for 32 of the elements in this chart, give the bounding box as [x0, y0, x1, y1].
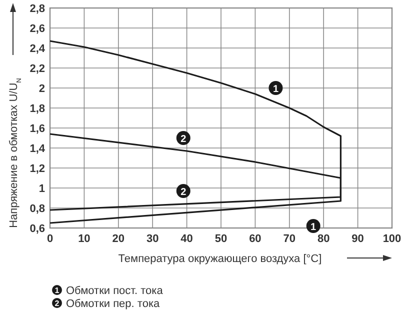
annotation: 2 [180, 134, 187, 145]
legend-label: Обмотки пер. тока [66, 298, 160, 310]
x-tick-label: 30 [146, 233, 159, 245]
text: 2 [54, 299, 60, 308]
x-tick-label: 20 [112, 233, 125, 245]
x-tick-label: 50 [214, 233, 228, 245]
x-tick-label: 90 [352, 233, 364, 245]
annotation: 2 [180, 187, 187, 198]
x-tick-label: 0 [46, 233, 54, 245]
y-tick-label: 1 [38, 183, 45, 195]
text: 1 [54, 286, 60, 295]
x-tick-label: 60 [249, 233, 262, 245]
y-tick-label: 1,4 [30, 143, 46, 155]
y-tick-label: 2,6 [30, 23, 45, 35]
y-tick-label: 2,8 [30, 3, 45, 15]
annotation: 1 [272, 84, 279, 95]
x-axis-title: Температура окружающего воздуха [°C] [118, 253, 322, 265]
x-tick-label: 80 [317, 233, 330, 245]
y-tick-label: 0,6 [30, 223, 45, 235]
y-tick-label: 2,4 [30, 43, 46, 55]
x-tick-label: 70 [283, 233, 296, 245]
y-tick-label: 1,6 [30, 123, 45, 135]
annotation: 1 [310, 222, 317, 233]
legend-label: Обмотки пост. тока [66, 285, 164, 297]
y-tick-label: 2,2 [30, 63, 45, 75]
y-tick-label: 1,8 [30, 103, 45, 115]
x-tick-label: 10 [78, 233, 90, 245]
y-tick-label: 2 [38, 83, 45, 95]
x-tick-label: 100 [382, 233, 402, 245]
y-tick-label: 0,8 [30, 203, 45, 215]
y-tick-label: 1,2 [30, 163, 45, 175]
x-tick-label: 40 [180, 233, 193, 245]
